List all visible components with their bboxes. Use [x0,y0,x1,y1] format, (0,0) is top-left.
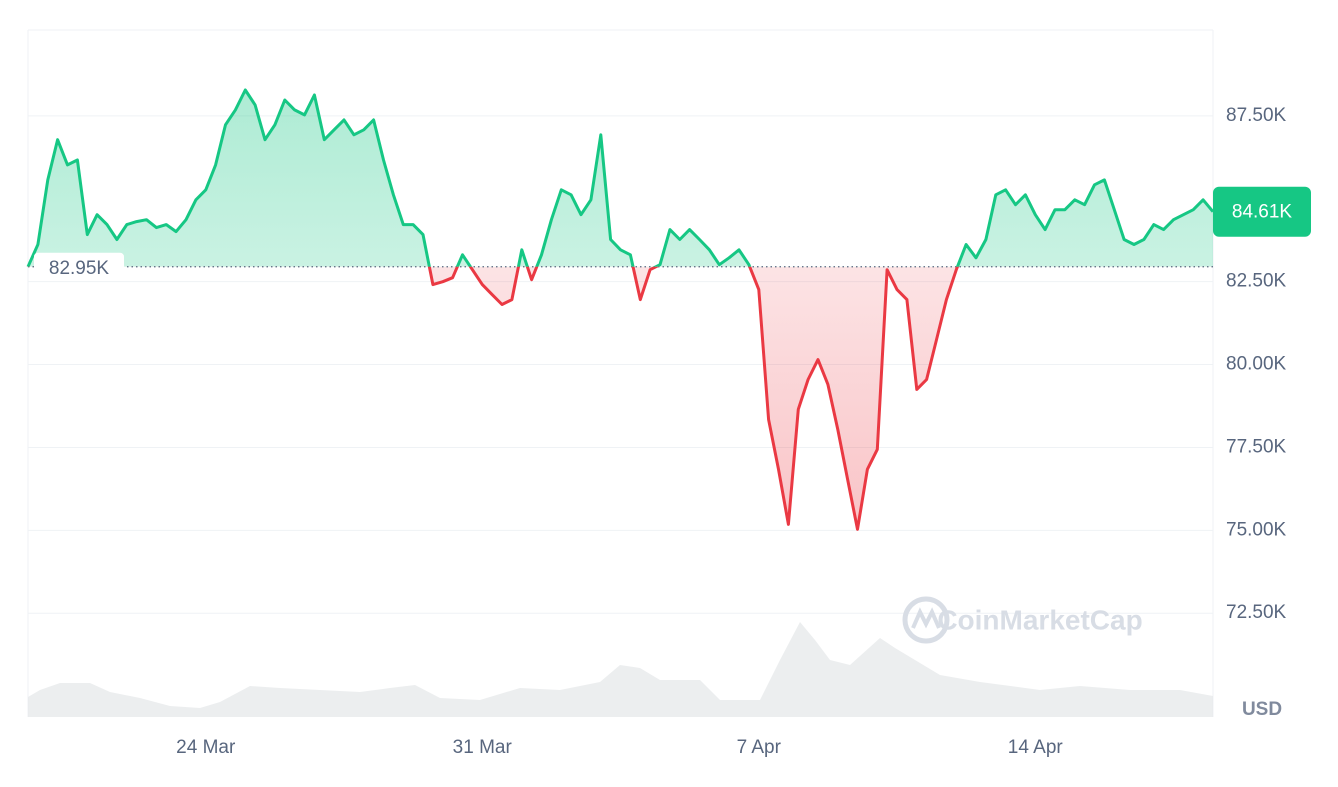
current-price-label: 84.61K [1232,202,1293,223]
area-up [28,90,1213,267]
y-tick-label: 87.50K [1226,105,1287,126]
y-axis-unit: USD [1242,699,1282,720]
watermark-logo [902,596,950,644]
current-price-badge [1213,186,1311,237]
y-tick-label: 72.50K [1226,602,1287,623]
grid [28,115,1213,614]
volume-area [28,622,1213,717]
y-tick-label: 75.00K [1226,519,1287,540]
series: 82.95K 84.61K [26,88,1311,531]
area-down [429,266,958,530]
y-tick-label: 80.00K [1226,354,1287,375]
price-line-up [26,88,1215,267]
watermark: CoinMarketCap [937,604,1142,635]
price-line-down [28,266,960,531]
x-tick-label: 31 Mar [453,737,513,758]
x-tick-label: 24 Mar [176,737,236,758]
y-tick-label: 82.50K [1226,271,1287,292]
x-tick-label: 7 Apr [737,737,782,758]
x-tick-label: 14 Apr [1008,737,1064,758]
y-tick-label: 77.50K [1226,436,1287,457]
baseline-label-box [34,252,124,281]
baseline-label: 82.95K [49,258,110,279]
